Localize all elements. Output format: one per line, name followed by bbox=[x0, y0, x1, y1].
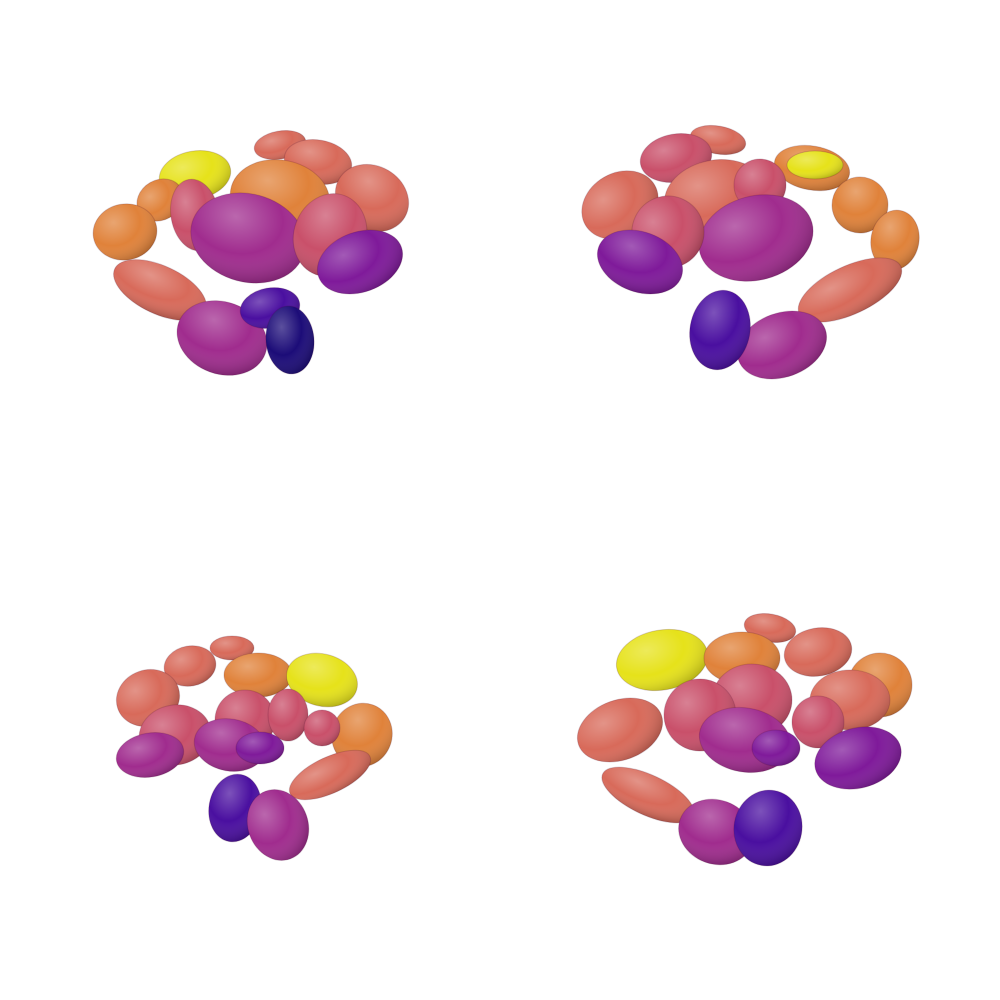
region-shading bbox=[870, 210, 920, 270]
region-shading bbox=[814, 726, 902, 790]
region-shading bbox=[224, 653, 292, 697]
region-shading bbox=[784, 627, 852, 677]
region-blob bbox=[209, 635, 255, 661]
region-blob bbox=[190, 192, 306, 284]
region-shading bbox=[601, 767, 695, 823]
region-shading bbox=[597, 230, 683, 294]
region-shading bbox=[752, 730, 800, 766]
region-shading bbox=[236, 732, 284, 764]
bottom-left-view bbox=[0, 500, 500, 1000]
region-shading bbox=[792, 696, 844, 748]
region-blob bbox=[814, 726, 902, 790]
region-shading bbox=[577, 698, 663, 762]
region-blob bbox=[92, 203, 158, 261]
region-shading bbox=[698, 194, 814, 282]
view-tl-svg bbox=[92, 129, 410, 376]
region-shading bbox=[331, 703, 393, 767]
region-blob bbox=[698, 194, 814, 282]
region-shading bbox=[689, 290, 751, 370]
region-shading bbox=[265, 306, 315, 374]
region-shading bbox=[304, 710, 340, 746]
region-blob bbox=[223, 652, 293, 698]
region-blob bbox=[303, 709, 341, 747]
region-shading bbox=[247, 789, 309, 861]
view-br-svg bbox=[576, 612, 913, 867]
region-shading bbox=[678, 799, 754, 865]
region-shading bbox=[787, 151, 843, 179]
region-shading bbox=[289, 750, 371, 800]
region-blob bbox=[751, 729, 801, 767]
top-left-view bbox=[0, 0, 500, 500]
region-blob bbox=[689, 289, 751, 371]
region-shading bbox=[737, 311, 827, 379]
region-blob bbox=[783, 627, 853, 677]
region-shading bbox=[190, 192, 306, 284]
region-shading bbox=[317, 230, 403, 294]
region-shading bbox=[733, 790, 803, 866]
region-blob bbox=[596, 229, 684, 295]
region-blob bbox=[791, 695, 845, 749]
region-blob bbox=[870, 209, 920, 271]
bottom-right-view bbox=[500, 500, 1000, 1000]
region-blob bbox=[576, 697, 664, 763]
region-shading bbox=[616, 629, 708, 691]
region-shading bbox=[798, 257, 902, 323]
region-shading bbox=[113, 259, 207, 321]
region-blob bbox=[678, 798, 754, 866]
region-blob bbox=[316, 229, 404, 295]
region-shading bbox=[93, 203, 157, 261]
region-blob bbox=[736, 310, 828, 380]
region-blob bbox=[288, 749, 372, 801]
region-blob bbox=[615, 628, 709, 692]
region-shading bbox=[832, 177, 888, 233]
top-right-view bbox=[500, 0, 1000, 500]
region-blob bbox=[163, 645, 217, 687]
region-shading bbox=[286, 653, 358, 707]
region-blob bbox=[286, 652, 358, 708]
region-blob bbox=[246, 789, 310, 861]
region-blob bbox=[235, 731, 285, 765]
region-blob bbox=[331, 702, 393, 768]
region-blob bbox=[267, 688, 309, 742]
region-shading bbox=[164, 645, 216, 687]
region-blob bbox=[733, 789, 803, 867]
region-shading bbox=[210, 636, 254, 660]
region-shading bbox=[268, 689, 308, 741]
region-blob bbox=[115, 732, 185, 778]
region-blob bbox=[786, 150, 844, 180]
region-blob bbox=[265, 305, 315, 375]
region-shading bbox=[116, 732, 184, 778]
region-blob bbox=[831, 176, 889, 234]
view-tr-svg bbox=[581, 124, 920, 380]
view-bl-svg bbox=[115, 635, 393, 861]
